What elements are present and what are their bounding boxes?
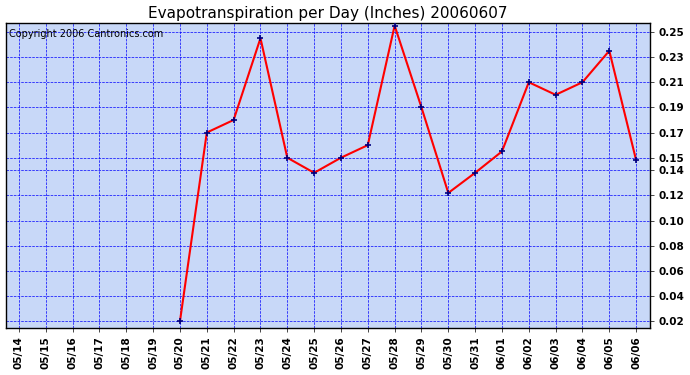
Title: Evapotranspiration per Day (Inches) 20060607: Evapotranspiration per Day (Inches) 2006… bbox=[148, 6, 507, 21]
Text: Copyright 2006 Cantronics.com: Copyright 2006 Cantronics.com bbox=[9, 29, 163, 39]
